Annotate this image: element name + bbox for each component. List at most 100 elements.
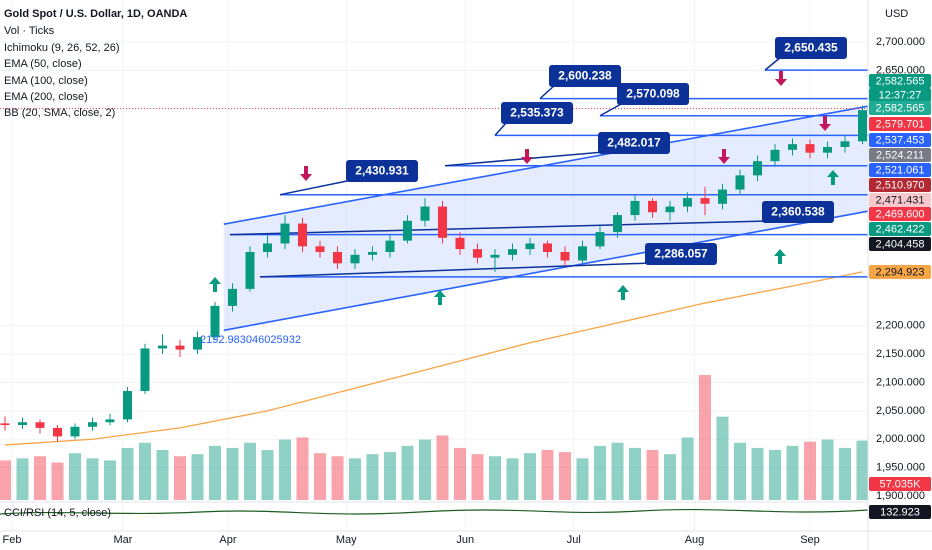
volume-bar (559, 452, 571, 500)
candle-body (455, 237, 465, 250)
y-tick-label: 2,000.000 (876, 433, 925, 445)
price-tag-label: 2,582.565 (876, 75, 925, 87)
candle-body (350, 254, 360, 264)
price-tag (869, 148, 931, 162)
x-tick-label: Aug (685, 534, 705, 546)
price-tag-label: 57.035K (880, 478, 922, 490)
up-arrow (827, 170, 839, 185)
price-tag-label: 2,404.458 (876, 238, 925, 250)
candle-body (53, 427, 62, 437)
callout-label: 2,570.098 (626, 87, 680, 101)
axis-layer: 2,700.000 2,650.000 2,200.000 2,150.000 2,10… (3, 36, 925, 546)
candle-body (823, 146, 832, 153)
volume-layer (0, 375, 869, 500)
legend-item: EMA (50, close) (4, 58, 82, 70)
legend-item: Ichimoku (9, 26, 52, 26) (4, 42, 120, 54)
price-tag-label: 2,471.431 (876, 194, 925, 206)
volume-bar (506, 458, 519, 500)
y-tick-label: 2,050.000 (876, 405, 925, 417)
up-arrow (774, 249, 786, 264)
candle-body (18, 422, 27, 426)
channel-line (223, 104, 872, 225)
candle-body (140, 348, 150, 392)
volume-bar (121, 447, 134, 500)
candle-body (105, 419, 115, 423)
callout-tail (764, 56, 782, 71)
up-arrow (209, 277, 221, 292)
candle-body (613, 215, 622, 233)
candle-body (158, 345, 167, 349)
x-tick-label: Mar (113, 534, 132, 546)
y-tick-label: 2,700.000 (876, 36, 925, 48)
callout-tail (599, 102, 624, 117)
candle-body (543, 243, 552, 252)
volume-bar (401, 445, 414, 500)
candle-body (403, 220, 412, 241)
candle-body (193, 337, 202, 350)
volume-bar (104, 460, 116, 500)
price-tag (869, 505, 931, 519)
volume-bar (419, 439, 431, 500)
candle-body (123, 391, 132, 420)
up-arrow (434, 290, 446, 305)
down-arrow (718, 149, 730, 164)
candle-body (245, 251, 255, 289)
callout-box (645, 243, 717, 265)
price-tag (869, 477, 931, 491)
candle-body (805, 144, 815, 153)
volume-bar (611, 442, 624, 500)
volume-bar (244, 442, 256, 500)
y-tick-label: 2,200.000 (876, 320, 925, 332)
volume-bar (664, 454, 676, 500)
volume-bar (699, 375, 711, 500)
candle-body (840, 141, 850, 147)
volume-bar (541, 450, 554, 500)
volume-bar (629, 447, 641, 500)
candle-body (315, 246, 325, 252)
x-tick-label: Sep (800, 534, 820, 546)
volume-bar (471, 454, 484, 500)
candle-body (210, 305, 220, 338)
candle-body (735, 175, 745, 190)
candle-body (595, 232, 605, 247)
price-tag (869, 193, 931, 207)
up-arrow (617, 285, 629, 300)
price-tag-label: 132.923 (880, 506, 920, 518)
y-tick-label: 2,100.000 (876, 376, 925, 388)
price-tag (869, 101, 931, 115)
candle-body (35, 422, 45, 428)
volume-bar (821, 439, 834, 500)
legend-item: EMA (100, close) (4, 75, 88, 87)
candle-body (788, 144, 797, 150)
candle-body (700, 198, 710, 204)
down-arrow (819, 116, 831, 131)
price-tag-label: 2,524.211 (876, 149, 924, 161)
x-tick-label: Jul (567, 534, 581, 546)
volume-bar (16, 458, 29, 500)
callout-box (598, 132, 670, 154)
price-tag (869, 237, 931, 251)
callout-box (346, 160, 418, 182)
y-tick-label: 2,150.000 (876, 348, 925, 360)
price-tag-label: 2,294.923 (876, 266, 925, 278)
callout-box (762, 201, 834, 223)
volume-bar (279, 439, 291, 500)
volume-bar (751, 447, 764, 500)
price-tag (869, 117, 931, 131)
channel-line (223, 209, 872, 332)
overlay-note: 2192.983046025932 (200, 334, 301, 346)
callout-tail (259, 262, 652, 278)
down-arrow (521, 149, 533, 164)
volume-bar (681, 437, 694, 500)
callout-label: 2,286.057 (654, 247, 708, 261)
volume-bar (51, 462, 64, 500)
price-tag-label: 2,579.701 (876, 118, 925, 130)
volume-bar (331, 456, 344, 500)
price-tag-label: 2,521.061 (876, 164, 925, 176)
volume-bar (69, 453, 81, 500)
legend-title: Gold Spot / U.S. Dollar, 1D, OANDA (4, 8, 187, 20)
candle-layer (0, 105, 867, 443)
volume-bar (734, 442, 746, 500)
